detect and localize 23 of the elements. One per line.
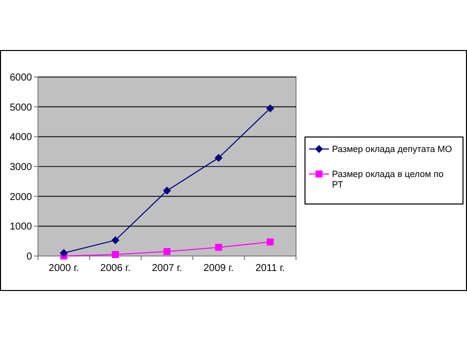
y-tick-label: 0 <box>26 252 32 262</box>
x-tick-label: 2009 г. <box>203 263 234 274</box>
x-tick-label: 2011 г. <box>255 263 285 274</box>
y-tick-label: 2000 <box>10 192 32 203</box>
y-tick-label: 3000 <box>10 162 32 173</box>
y-tick-label: 5000 <box>10 102 32 114</box>
point <box>112 251 119 258</box>
point <box>266 238 274 246</box>
legend-label: Размер оклада в целом по РТ <box>332 169 444 190</box>
point <box>163 186 171 195</box>
x-tick-label: 2000 г. <box>48 263 79 274</box>
point <box>215 244 222 251</box>
point <box>214 154 223 162</box>
x-tick-label: 2007 г. <box>152 263 182 274</box>
y-tick-label: 4000 <box>10 132 32 144</box>
point <box>60 249 68 258</box>
y-tick-label: 1000 <box>10 222 32 233</box>
y-tick-label: 6000 <box>10 72 32 84</box>
point <box>164 248 170 256</box>
legend-label: Размер оклада депутата МО <box>332 144 452 154</box>
point <box>111 236 120 244</box>
point <box>266 104 274 112</box>
x-tick-label: 2006 г. <box>100 263 131 274</box>
